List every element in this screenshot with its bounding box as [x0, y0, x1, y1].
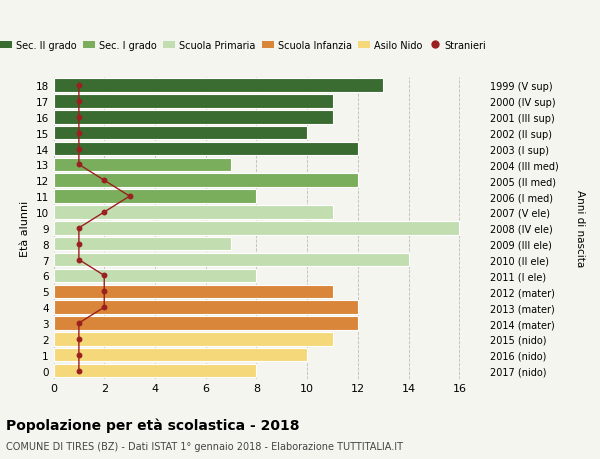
Bar	[53, 285, 332, 298]
Bar	[53, 111, 332, 124]
Bar	[53, 237, 231, 251]
Point	[100, 177, 109, 185]
Point	[74, 162, 83, 169]
Bar	[53, 348, 307, 362]
Y-axis label: Età alunni: Età alunni	[20, 200, 30, 257]
Bar	[53, 142, 358, 156]
Point	[74, 82, 83, 90]
Point	[74, 351, 83, 358]
Bar	[53, 127, 307, 140]
Point	[74, 256, 83, 263]
Legend: Sec. II grado, Sec. I grado, Scuola Primaria, Scuola Infanzia, Asilo Nido, Stran: Sec. II grado, Sec. I grado, Scuola Prim…	[0, 41, 487, 50]
Bar	[53, 301, 358, 314]
Text: Popolazione per età scolastica - 2018: Popolazione per età scolastica - 2018	[6, 418, 299, 432]
Point	[74, 319, 83, 327]
Bar	[53, 253, 409, 267]
Y-axis label: Anni di nascita: Anni di nascita	[575, 190, 585, 267]
Point	[74, 130, 83, 137]
Point	[125, 193, 134, 200]
Bar	[53, 174, 358, 188]
Bar	[53, 269, 256, 283]
Point	[100, 288, 109, 295]
Bar	[53, 222, 460, 235]
Point	[74, 98, 83, 106]
Bar	[53, 190, 256, 203]
Bar	[53, 317, 358, 330]
Bar	[53, 364, 256, 377]
Point	[100, 304, 109, 311]
Point	[74, 336, 83, 343]
Point	[100, 272, 109, 280]
Point	[74, 146, 83, 153]
Point	[74, 241, 83, 248]
Point	[74, 114, 83, 121]
Bar	[53, 332, 332, 346]
Bar	[53, 95, 332, 108]
Point	[74, 367, 83, 375]
Bar	[53, 79, 383, 93]
Text: COMUNE DI TIRES (BZ) - Dati ISTAT 1° gennaio 2018 - Elaborazione TUTTITALIA.IT: COMUNE DI TIRES (BZ) - Dati ISTAT 1° gen…	[6, 441, 403, 451]
Bar	[53, 158, 231, 172]
Point	[100, 209, 109, 216]
Bar	[53, 206, 332, 219]
Point	[74, 224, 83, 232]
